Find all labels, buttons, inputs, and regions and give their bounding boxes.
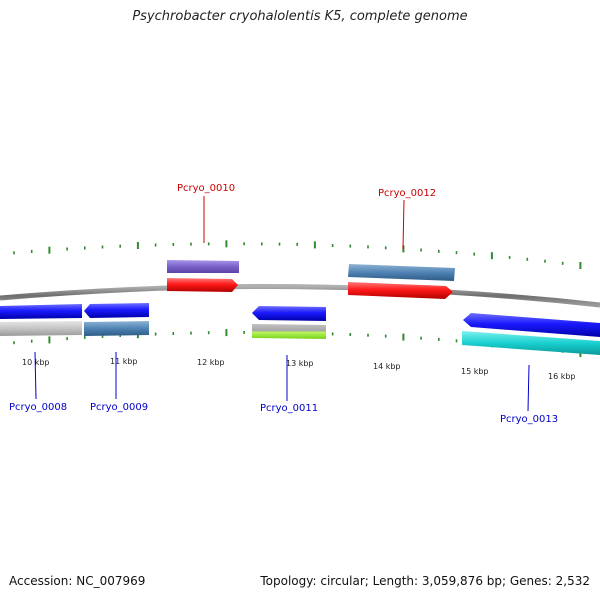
gene-bar-pcryo-0013[interactable]: [462, 331, 600, 355]
feature-pcryo-0013[interactable]: [462, 313, 600, 355]
ruler-labels: 10 kbp 11 kbp 12 kbp 13 kbp 14 kbp 15 kb…: [22, 357, 576, 381]
gene-label-pcryo-0011[interactable]: Pcryo_0011: [260, 403, 318, 414]
gene-label-pcryo-0012[interactable]: Pcryo_0012: [378, 188, 436, 199]
cds-arrow-pcryo-0010[interactable]: [167, 278, 238, 292]
gene-bar-pcryo-0010[interactable]: [167, 260, 239, 273]
leader-line-pcryo-0012: [402, 199, 405, 250]
map-title: Psychrobacter cryohalolentis K5, complet…: [132, 9, 468, 24]
gene-bar-pcryo-0012[interactable]: [348, 264, 455, 281]
ruler-label-11kbp: 11 kbp: [110, 357, 138, 366]
gene-label-pcryo-0013[interactable]: Pcryo_0013: [500, 414, 558, 425]
feature-pcryo-0011[interactable]: [252, 306, 326, 339]
cds-arrow-pcryo-0008[interactable]: [0, 304, 82, 319]
genome-backbone: [0, 284, 600, 308]
gene-label-pcryo-0009[interactable]: Pcryo_0009: [90, 402, 148, 413]
accession-text: Accession: NC_007969: [9, 574, 146, 588]
cds-arrow-pcryo-0011[interactable]: [252, 306, 326, 321]
leader-line-pcryo-0008: [34, 351, 37, 400]
feature-pcryo-0012[interactable]: [348, 264, 455, 299]
leader-line-pcryo-0013: [527, 364, 530, 412]
gene-label-pcryo-0010[interactable]: Pcryo_0010: [177, 183, 235, 194]
feature-pcryo-0008[interactable]: [0, 304, 82, 336]
ruler-label-16kbp: 16 kbp: [548, 372, 576, 381]
cds-arrow-pcryo-0009[interactable]: [84, 303, 149, 318]
genome-summary-text: Topology: circular; Length: 3,059,876 bp…: [260, 574, 590, 588]
ruler-label-12kbp: 12 kbp: [197, 358, 225, 367]
gene-label-pcryo-0008[interactable]: Pcryo_0008: [9, 402, 67, 413]
gene-bar-pcryo-0009[interactable]: [84, 321, 149, 336]
gene-bar-pcryo-0008[interactable]: [0, 321, 82, 336]
cds-arrow-pcryo-0012[interactable]: [348, 282, 453, 299]
ruler-label-14kbp: 14 kbp: [373, 362, 401, 371]
feature-pcryo-0010[interactable]: [167, 260, 239, 292]
ruler-label-10kbp: 10 kbp: [22, 358, 50, 367]
outer-tick-marks: [13, 240, 582, 269]
ruler-label-15kbp: 15 kbp: [461, 367, 489, 376]
gene-bar-pcryo-0011[interactable]: [252, 324, 326, 339]
cds-arrow-pcryo-0013[interactable]: [463, 313, 600, 337]
feature-pcryo-0009[interactable]: [84, 303, 149, 336]
ruler-label-13kbp: 13 kbp: [286, 359, 314, 368]
